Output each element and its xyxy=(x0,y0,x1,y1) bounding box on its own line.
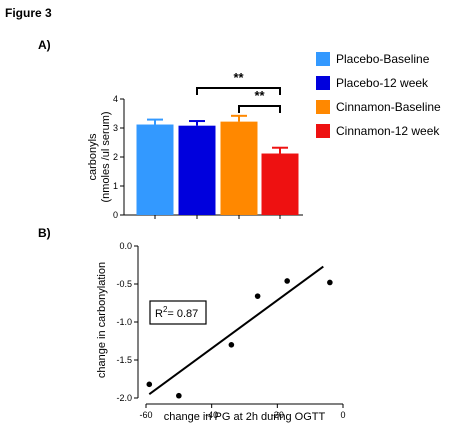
scatter-y-tick-label: -2.0 xyxy=(116,393,132,403)
scatter-x-tick-label: -40 xyxy=(205,410,218,420)
legend-item: Placebo-12 week xyxy=(316,71,441,95)
bar-y-tick-label: 1 xyxy=(113,181,118,191)
legend-label: Cinnamon-12 week xyxy=(336,124,440,138)
bar-2 xyxy=(178,125,216,215)
scatter-y-tick-label: -1.5 xyxy=(116,355,132,365)
r-squared-box xyxy=(149,300,207,325)
bar-1 xyxy=(136,124,174,215)
legend-swatch xyxy=(316,100,330,114)
legend-swatch xyxy=(316,124,330,138)
bar-4 xyxy=(261,153,299,215)
scatter-x-tick-label: -60 xyxy=(139,410,152,420)
legend-label: Placebo-Baseline xyxy=(336,52,430,66)
scatter-point xyxy=(327,279,333,286)
scatter-y-tick-label: -1.0 xyxy=(116,317,132,327)
scatter-point xyxy=(254,293,261,299)
panel-label-a: A) xyxy=(38,38,51,52)
legend-swatch xyxy=(316,52,330,66)
bar-y-tick-label: 3 xyxy=(113,123,118,133)
bar-3 xyxy=(220,121,258,215)
legend-label: Cinnamon-Baseline xyxy=(336,100,441,114)
bar-y-tick-label: 2 xyxy=(113,152,118,162)
bar-y-axis-label-units: (nmoles /ul serum) xyxy=(100,111,112,202)
legend-label: Placebo-12 week xyxy=(336,76,429,90)
scatter-y-axis-label: change in carbonylation xyxy=(96,262,108,378)
bar-y-axis-label: carbonyls xyxy=(87,133,99,181)
significance-label: ** xyxy=(254,88,265,103)
scatter-point xyxy=(284,278,290,284)
regression-line xyxy=(148,265,324,396)
bar-chart-legend: Placebo-Baseline Placebo-12 week Cinnamon-… xyxy=(316,47,441,143)
scatter-point xyxy=(176,392,182,399)
legend-swatch xyxy=(316,76,330,90)
significance-label: ** xyxy=(233,70,244,85)
scatter-x-axis-label: change in PG at 2h during OGTT xyxy=(164,411,326,423)
bar-y-tick-label: 0 xyxy=(113,210,118,220)
scatter-y-tick-label: 0.0 xyxy=(119,241,132,251)
significance-bracket xyxy=(238,105,281,113)
figure-title: Figure 3 xyxy=(5,6,52,20)
scatter-y-tick-label: -0.5 xyxy=(116,279,132,289)
significance-bracket xyxy=(196,87,281,95)
panel-label-b: B) xyxy=(38,226,51,240)
scatter-x-tick-label: 0 xyxy=(340,410,345,420)
legend-item: Placebo-Baseline xyxy=(316,47,441,71)
scatter-x-tick-label: -20 xyxy=(271,410,284,420)
bar-y-tick-label: 4 xyxy=(113,94,118,104)
legend-item: Cinnamon-12 week xyxy=(316,119,441,143)
legend-item: Cinnamon-Baseline xyxy=(316,95,441,119)
scatter-point xyxy=(228,342,235,348)
scatter-point xyxy=(146,381,153,388)
r-squared-label: R2= 0.87 xyxy=(155,305,198,320)
